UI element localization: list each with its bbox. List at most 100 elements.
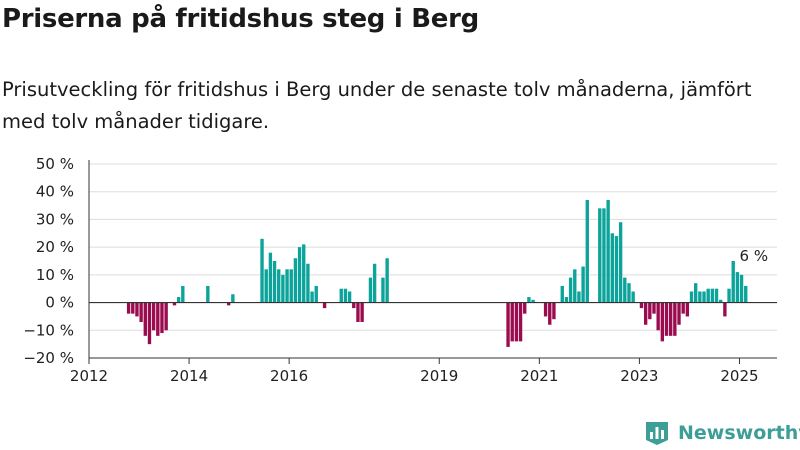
bar bbox=[206, 285, 210, 303]
bar-series bbox=[126, 200, 748, 347]
bar bbox=[652, 302, 656, 314]
bar bbox=[610, 233, 614, 303]
bar bbox=[523, 302, 527, 314]
bar bbox=[289, 269, 293, 303]
bar bbox=[306, 263, 310, 303]
bar bbox=[231, 294, 235, 303]
chart-title: Priserna på fritidshus steg i Berg bbox=[2, 4, 479, 34]
y-tick-label: −20 % bbox=[23, 349, 74, 367]
axes bbox=[88, 160, 777, 359]
bar bbox=[514, 302, 519, 342]
y-tick-label: −10 % bbox=[23, 321, 74, 339]
bar bbox=[560, 285, 564, 303]
bar bbox=[573, 269, 577, 303]
bar bbox=[268, 252, 273, 303]
y-tick-label: 50 % bbox=[36, 155, 74, 173]
bar bbox=[631, 291, 635, 303]
bar bbox=[660, 302, 665, 342]
bar bbox=[360, 302, 364, 322]
bar bbox=[668, 302, 673, 336]
bar bbox=[176, 297, 181, 303]
x-tick-label: 2019 bbox=[420, 367, 458, 385]
bar bbox=[368, 277, 373, 303]
annotations: 6 % bbox=[740, 247, 769, 265]
bar bbox=[577, 291, 581, 303]
x-tick-label: 2012 bbox=[70, 367, 108, 385]
bar bbox=[639, 302, 644, 309]
bar bbox=[322, 302, 327, 309]
bar bbox=[302, 244, 306, 303]
bar bbox=[506, 302, 510, 347]
bar bbox=[689, 291, 694, 303]
y-tick-label: 30 % bbox=[36, 210, 74, 228]
bar bbox=[552, 302, 556, 320]
bar bbox=[293, 258, 298, 303]
bar bbox=[606, 200, 610, 303]
bar bbox=[272, 261, 277, 303]
bar bbox=[585, 200, 589, 303]
bar bbox=[385, 258, 389, 303]
bar bbox=[277, 269, 281, 303]
x-tick-label: 2025 bbox=[720, 367, 758, 385]
bar bbox=[618, 222, 623, 303]
bar bbox=[623, 277, 627, 303]
bar bbox=[356, 302, 360, 322]
y-tick-label: 20 % bbox=[36, 238, 74, 256]
bar bbox=[264, 269, 268, 303]
bar bbox=[131, 302, 135, 314]
bar bbox=[656, 302, 660, 331]
bar bbox=[531, 299, 535, 303]
bar bbox=[260, 238, 264, 303]
bar bbox=[518, 302, 523, 342]
y-tick-label: 40 % bbox=[36, 183, 74, 201]
value-annotation: 6 % bbox=[740, 247, 769, 265]
bar bbox=[164, 302, 168, 331]
bar bbox=[160, 302, 164, 334]
bar bbox=[548, 302, 552, 325]
x-tick-label: 2014 bbox=[170, 367, 208, 385]
bar bbox=[602, 208, 606, 303]
bar bbox=[735, 272, 740, 303]
bar bbox=[139, 302, 143, 322]
bar bbox=[285, 269, 289, 303]
bar bbox=[297, 247, 302, 303]
chart-subtitle: Prisutveckling för fritidshus i Berg und… bbox=[2, 78, 752, 133]
bar bbox=[310, 291, 314, 303]
bar bbox=[339, 288, 343, 303]
bar bbox=[685, 302, 690, 317]
bar bbox=[372, 263, 377, 303]
x-axis-ticks: 2012 2014 2016 2019 2021 2023 2025 bbox=[70, 358, 759, 385]
bar bbox=[172, 302, 177, 306]
bar bbox=[147, 302, 152, 345]
y-tick-label: 0 % bbox=[45, 294, 74, 312]
bar bbox=[126, 302, 131, 314]
x-tick-label: 2021 bbox=[520, 367, 558, 385]
y-axis-ticks: 50 % 40 % 30 % 20 % 10 % 0 % −10 % −20 % bbox=[23, 155, 74, 367]
bar bbox=[227, 302, 231, 306]
bar bbox=[381, 277, 385, 303]
bar bbox=[627, 283, 631, 303]
bar bbox=[598, 208, 602, 303]
bar bbox=[543, 302, 548, 317]
newsworthy-logo: Newsworthy bbox=[644, 420, 800, 446]
bar bbox=[681, 302, 685, 314]
bar bbox=[694, 283, 698, 303]
bar bbox=[527, 297, 531, 303]
bar bbox=[706, 288, 710, 303]
bar bbox=[581, 266, 585, 303]
x-tick-label: 2016 bbox=[270, 367, 308, 385]
bar bbox=[347, 291, 352, 303]
bar bbox=[727, 288, 731, 303]
bar bbox=[143, 302, 147, 336]
bar bbox=[181, 285, 185, 303]
y-tick-label: 10 % bbox=[36, 266, 74, 284]
bar bbox=[677, 302, 681, 325]
bar bbox=[314, 285, 318, 303]
bar bbox=[564, 297, 569, 303]
bar bbox=[343, 288, 348, 303]
bar bbox=[731, 261, 735, 303]
bar bbox=[723, 302, 727, 317]
bar bbox=[156, 302, 160, 336]
bar bbox=[664, 302, 669, 336]
